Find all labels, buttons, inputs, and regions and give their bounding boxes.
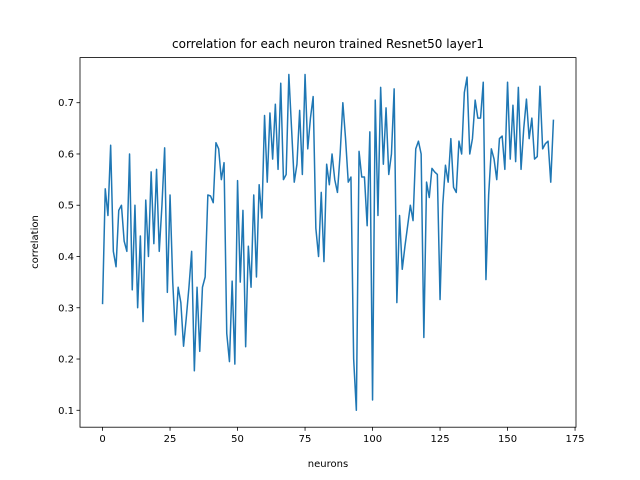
y-tick-label: 0.4 bbox=[58, 252, 74, 263]
y-tick-label: 0.6 bbox=[58, 149, 74, 160]
x-tick-label: 150 bbox=[498, 434, 517, 445]
x-tick-label: 175 bbox=[566, 434, 585, 445]
x-tick-label: 50 bbox=[231, 434, 244, 445]
y-tick-label: 0.2 bbox=[58, 355, 74, 366]
data-line bbox=[101, 73, 555, 412]
x-tick-label: 125 bbox=[431, 434, 450, 445]
y-tick-label: 0.3 bbox=[58, 303, 74, 314]
plot-frame bbox=[79, 57, 577, 428]
y-tick-label: 0.7 bbox=[58, 98, 74, 109]
x-tick-label: 0 bbox=[99, 434, 105, 445]
x-tick-label: 75 bbox=[299, 434, 312, 445]
y-axis-label: correlation bbox=[30, 215, 41, 269]
x-tick-label: 100 bbox=[363, 434, 382, 445]
chart-title: correlation for each neuron trained Resn… bbox=[172, 37, 484, 51]
y-tick-label: 0.5 bbox=[58, 201, 74, 212]
x-axis-label: neurons bbox=[308, 459, 348, 470]
y-tick-label: 0.1 bbox=[58, 406, 74, 417]
x-tick-label: 25 bbox=[164, 434, 177, 445]
